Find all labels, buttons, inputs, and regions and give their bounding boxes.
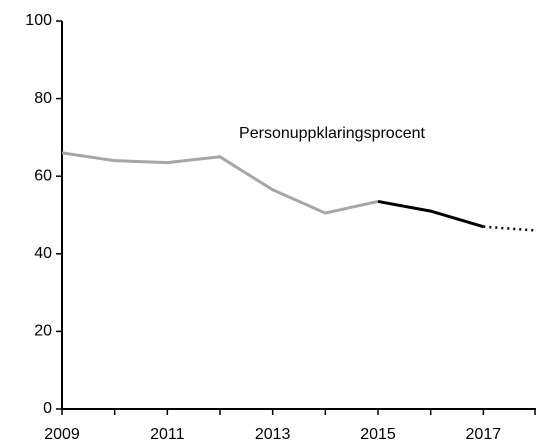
y-tick-label: 20 — [34, 323, 52, 340]
x-tick-label: 2013 — [255, 426, 291, 443]
y-tick-label: 100 — [25, 12, 52, 29]
x-tick-label: 2009 — [44, 426, 80, 443]
line-series — [377, 199, 484, 229]
y-tick-label: 40 — [34, 245, 52, 262]
x-tick-label: 2011 — [150, 426, 185, 443]
x-tick-label: 2017 — [466, 426, 502, 443]
y-tick-label: 60 — [34, 167, 52, 184]
x-tick-label: 2015 — [360, 426, 396, 443]
line-series — [483, 225, 536, 232]
annotation: Personuppklaringsprocent — [239, 125, 425, 142]
y-tick-label: 80 — [34, 90, 52, 107]
y-tick-label: 0 — [43, 400, 52, 417]
line-series — [61, 151, 379, 215]
